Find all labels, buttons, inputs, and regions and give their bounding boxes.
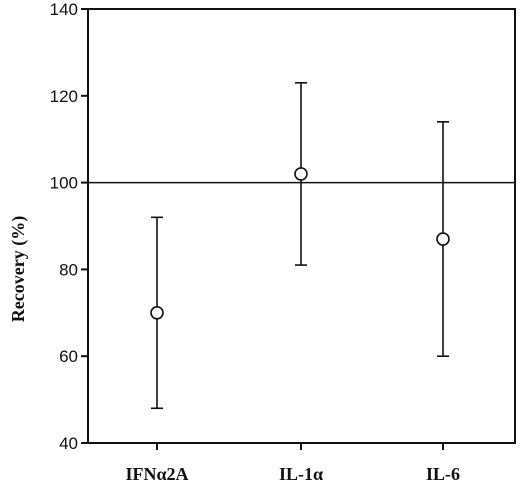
category-labels: IFNα2A IL-1α IL-6: [125, 464, 460, 484]
data-point: [436, 232, 450, 246]
y-axis-title: Recovery (%): [8, 216, 29, 322]
y-tick-label: 140: [50, 0, 78, 19]
y-tick-label: 80: [59, 260, 78, 279]
category-label: IL-1α: [279, 464, 323, 484]
data-point: [150, 305, 164, 320]
y-tick-label: 120: [50, 87, 78, 106]
y-tick-label: 60: [59, 347, 78, 366]
y-tick-label: 40: [59, 434, 78, 453]
data-marks: [150, 81, 450, 410]
category-label: IL-6: [426, 464, 460, 484]
y-ticks: 40 60 80 100 120 140: [50, 0, 444, 453]
category-label: IFNα2A: [125, 464, 188, 484]
y-tick-label: 100: [50, 174, 78, 193]
data-point: [294, 167, 308, 181]
